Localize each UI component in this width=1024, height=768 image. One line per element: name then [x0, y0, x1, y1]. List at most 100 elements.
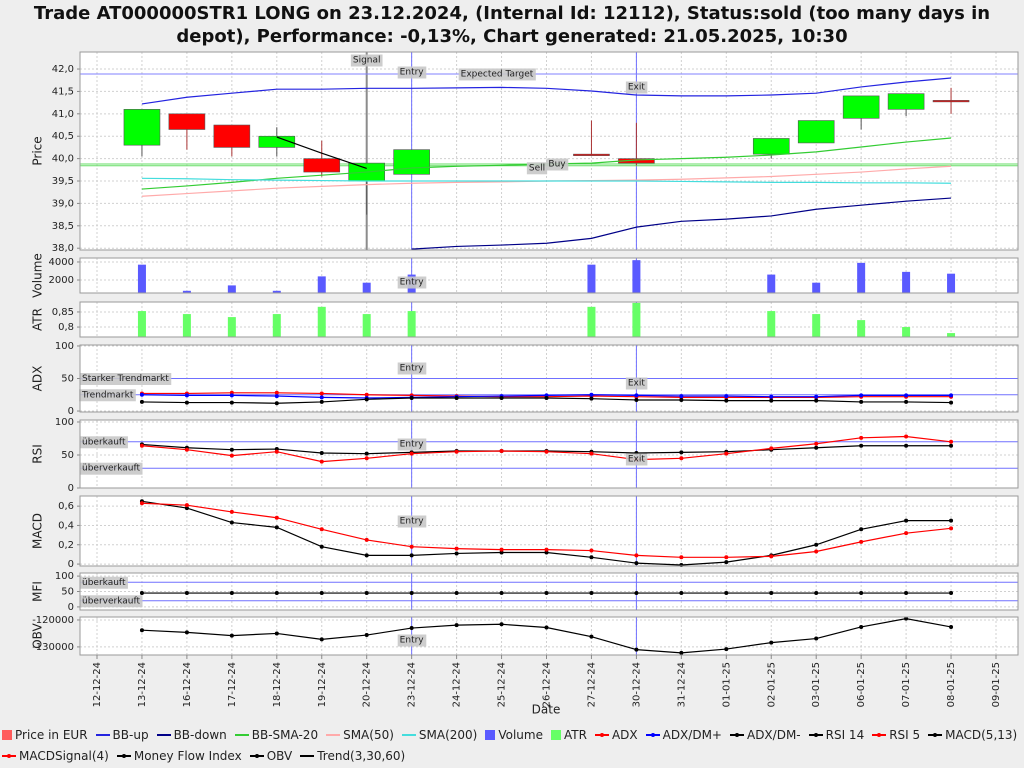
reference-label: überkauft: [82, 437, 126, 447]
bar: [137, 311, 146, 337]
bar: [272, 314, 281, 337]
series-marker: [859, 539, 864, 544]
series-marker: [589, 591, 594, 596]
y-tick-label: 0: [68, 406, 74, 417]
legend-item: ADX/DM+: [645, 726, 722, 743]
reference-label-box: [80, 595, 143, 608]
series-marker: [364, 553, 369, 558]
marker-label: Signal: [353, 56, 381, 66]
series-marker: [769, 446, 774, 451]
bar: [227, 317, 236, 337]
chart: Date 38,0 38,5 39,0 39,5 40,0 40,5 41,0 41,5 42,…: [31, 51, 1019, 717]
series-marker: [904, 591, 909, 596]
series-marker: [184, 447, 189, 452]
series-marker: [364, 397, 369, 402]
marker-label: Entry: [400, 68, 425, 78]
legend-symbol: [2, 729, 12, 740]
series-marker: [589, 451, 594, 456]
candle-body: [842, 95, 880, 119]
candle-body: [573, 153, 610, 156]
series-marker: [724, 394, 729, 399]
y-tick-label: 0,6: [58, 501, 74, 512]
candle-body: [797, 120, 835, 144]
series-marker: [319, 395, 324, 400]
legend-label: SMA(200): [418, 727, 478, 742]
series-marker: [544, 547, 549, 552]
series-marker: [319, 591, 324, 596]
series-marker: [184, 506, 189, 511]
series-marker: [229, 509, 234, 514]
series-marker: [859, 443, 864, 448]
legend-item: ATR: [550, 726, 587, 743]
x-tick-label: 25-12-24: [497, 662, 508, 707]
bar: [362, 282, 371, 293]
series-marker: [949, 443, 954, 448]
marker-label: Exit: [628, 83, 646, 93]
bar: [362, 314, 371, 337]
series-marker: [364, 633, 369, 638]
series-marker: [139, 501, 144, 506]
plot-border: [79, 51, 1019, 251]
series-marker: [589, 555, 594, 560]
series-marker: [139, 591, 144, 596]
series-marker: [814, 394, 819, 399]
marker-label-box: [625, 81, 648, 94]
series-marker: [904, 531, 909, 536]
series-marker: [949, 591, 954, 596]
series-marker: [949, 400, 954, 405]
series-marker: [724, 647, 729, 652]
plot-area: [80, 258, 1018, 293]
series-marker: [409, 591, 414, 596]
legend-symbol: [872, 730, 887, 740]
legend-item: BB-up: [95, 726, 149, 743]
series-marker: [499, 396, 504, 401]
legend-symbol: [550, 729, 561, 740]
reference-label: Buy: [548, 159, 566, 169]
series-marker: [544, 625, 549, 630]
series-marker: [229, 591, 234, 596]
legend-label: RSI 5: [889, 727, 921, 742]
series-marker: [814, 636, 819, 641]
series-marker: [274, 591, 279, 596]
y-tick-label: 0,85: [52, 307, 74, 318]
series-marker: [499, 591, 504, 596]
legend-item: BB-down: [156, 726, 227, 743]
series-marker: [184, 591, 189, 596]
series-marker: [229, 633, 234, 638]
y-axis-label: Volume: [31, 253, 45, 298]
y-axis-label: ATR: [31, 308, 45, 331]
marker-label-box: [397, 634, 427, 647]
series-marker: [634, 561, 639, 566]
x-tick-label: 08-01-25: [946, 662, 957, 707]
legend-item: RSI 5: [872, 726, 920, 743]
x-tick-label: 19-12-24: [317, 662, 328, 707]
series-marker: [319, 399, 324, 404]
legend-item: OBV: [249, 747, 292, 764]
y-tick-label: 40,0: [52, 154, 74, 165]
series-marker: [634, 647, 639, 652]
legend-item: SMA(50): [326, 726, 394, 743]
y-axis-label: MFI: [31, 581, 45, 602]
series-marker: [184, 400, 189, 405]
series-line: [276, 136, 367, 170]
series-marker: [364, 537, 369, 542]
legend-symbol: [234, 730, 249, 740]
reference-label: überkauft: [82, 578, 126, 588]
series-marker: [814, 591, 819, 596]
reference-label-box: [526, 162, 548, 175]
series-marker: [454, 546, 459, 551]
series-marker: [814, 542, 819, 547]
series-marker: [949, 393, 954, 398]
bar: [182, 290, 191, 293]
series-marker: [634, 553, 639, 558]
series-line: [141, 77, 952, 105]
series-marker: [274, 449, 279, 454]
legend-item: RSI 14: [808, 726, 864, 743]
legend-label: MACD(5,13): [945, 727, 1018, 742]
legend-symbol: [808, 730, 823, 740]
series-marker: [949, 624, 954, 629]
marker-label-box: [397, 362, 427, 375]
series-marker: [319, 637, 324, 642]
x-tick-label: 17-12-24: [227, 662, 238, 707]
